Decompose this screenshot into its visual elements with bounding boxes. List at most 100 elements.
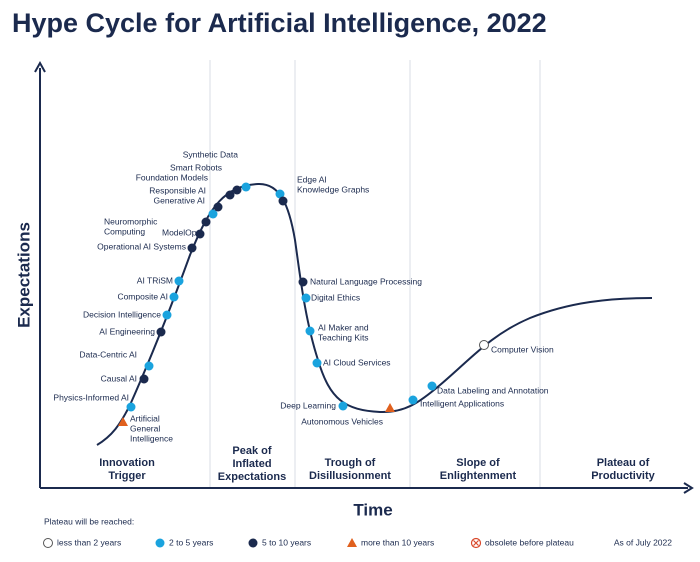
technology-label: Computer Vision [491,344,554,354]
technology-label: Digital Ethics [311,292,360,302]
technology-label: AI Engineering [99,326,155,336]
technology: AI Cloud Services [312,357,391,368]
technology-label: Computing [104,226,145,236]
technology-label: Natural Language Processing [310,276,422,286]
technology-label: Edge AI [297,174,327,184]
technology: Decision Intelligence [83,309,172,320]
marker [156,327,166,337]
phase-label: Peak of [232,445,271,457]
x-axis-label: Time [353,500,392,519]
marker [473,540,479,546]
technology: AI TRiSM [137,275,184,286]
technology-label: Data-Centric AI [79,349,137,359]
technology-label: Artificial [130,413,160,423]
technology: Autonomous Vehicles [301,403,395,426]
marker [195,229,205,239]
technology-label: Smart Robots [170,162,222,172]
marker [338,401,348,411]
phase-label: Enlightenment [440,470,517,482]
technology: Operational AI Systems [97,241,197,253]
technology-label: AI TRiSM [137,275,173,285]
technology-label: General [130,423,160,433]
technology: Knowledge Graphs [278,184,369,206]
as-of: As of July 2022 [614,537,672,547]
marker [479,340,489,350]
technology-label: Intelligence [130,433,173,443]
phase-label: Expectations [218,471,286,483]
technology-label: Data Labeling and Annotation [437,385,549,395]
marker [187,243,197,253]
marker [201,217,211,227]
phase-label: Innovation [99,457,155,469]
technology-label: Autonomous Vehicles [301,416,383,426]
phase-label: Slope of [456,457,500,469]
phase-dividers [209,60,541,488]
technology-label: Decision Intelligence [83,309,161,319]
technology-label: Operational AI Systems [97,241,186,251]
marker [126,402,136,412]
marker [225,190,235,200]
phase-label: Plateau of [597,457,650,469]
technology-label: ModelOps [162,227,201,237]
technology-label: Teaching Kits [318,332,369,342]
technology-label: Causal AI [101,373,137,383]
marker [298,277,308,287]
marker [213,202,223,212]
marker [43,538,53,548]
technology: AI Engineering [99,326,166,337]
legend-title: Plateau will be reached: [44,516,134,526]
technology: Foundation Models [136,172,235,200]
marker [139,374,149,384]
technology-label: Neuromorphic [104,216,158,226]
technology: Computer Vision [479,340,554,354]
technology: Composite AI [117,291,179,302]
technology: ModelOps [162,217,211,237]
technology: Deep Learning [280,400,348,411]
technology: Causal AI [101,373,149,384]
marker [305,326,315,336]
marker [118,417,128,426]
technology-label: Knowledge Graphs [297,184,369,194]
technology-label: Synthetic Data [183,149,239,159]
marker [155,538,165,548]
marker [275,189,285,199]
marker [248,538,258,548]
marker [408,395,418,405]
marker [278,196,288,206]
technology-label: Intelligent Applications [420,398,504,408]
marker [427,381,437,391]
technology: Smart Robots [170,162,242,195]
phase-label: Trough of [325,457,376,469]
marker [232,185,242,195]
marker [312,358,322,368]
marker [144,361,154,371]
axes [34,60,694,494]
technology-label: AI Cloud Services [323,357,391,367]
marker [385,403,395,412]
phase-label: Productivity [591,470,655,482]
technology: Synthetic Data [183,149,251,192]
technology: Intelligent Applications [408,395,504,408]
technology: Data-Centric AI [79,349,154,371]
phase-label: Disillusionment [309,470,391,482]
technology-label: Deep Learning [280,400,336,410]
legend-label: more than 10 years [361,537,434,547]
legend-label: less than 2 years [57,537,121,547]
marker [162,310,172,320]
technology-label: Composite AI [117,291,168,301]
technology: Generative AI [153,195,218,219]
title: Hype Cycle for Artificial Intelligence, … [12,8,547,38]
technology-label: Physics-Informed AI [53,392,129,402]
technology-label: AI Maker and [318,322,369,332]
legend-label: 5 to 10 years [262,537,311,547]
technology-label: Responsible AI [149,185,206,195]
legend: Plateau will be reached: As of July 2022… [43,516,672,549]
marker [241,182,251,192]
